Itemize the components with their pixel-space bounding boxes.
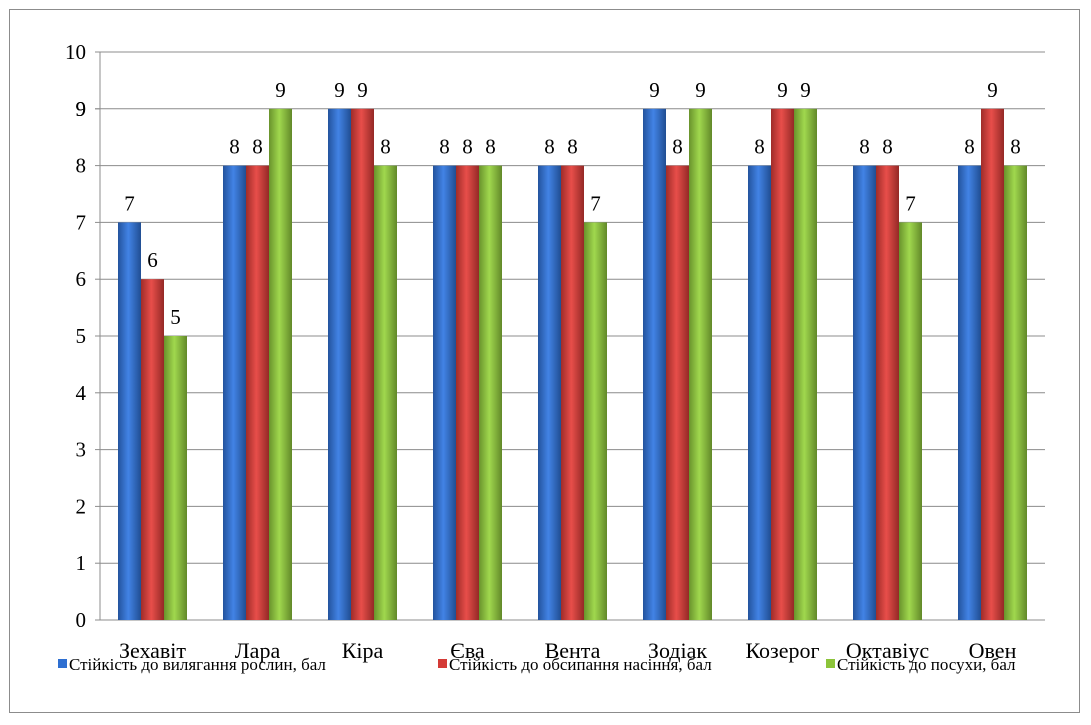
bar-1-8 <box>853 165 876 620</box>
y-tick-label: 0 <box>76 608 87 632</box>
legend-swatch <box>58 659 67 668</box>
category-label: Лара <box>235 638 281 663</box>
bar-2-5 <box>561 165 584 620</box>
legend-label: Стійкість до обсипання насіння, бал <box>449 655 712 674</box>
bar-3-6 <box>689 108 712 621</box>
bar-1-9 <box>958 165 981 620</box>
y-tick-label: 2 <box>76 494 87 518</box>
y-tick-label: 9 <box>76 97 87 121</box>
bar-3-5 <box>584 222 607 620</box>
legend-swatch <box>438 659 447 668</box>
data-label: 8 <box>859 135 870 159</box>
bar-2-1 <box>141 279 164 620</box>
category-label: Овен <box>969 638 1017 663</box>
data-label: 9 <box>357 78 368 102</box>
data-label: 8 <box>252 135 263 159</box>
data-label: 6 <box>147 248 158 272</box>
bar-3-3 <box>374 165 397 620</box>
category-label: Єва <box>450 638 485 663</box>
data-label: 8 <box>1010 135 1021 159</box>
data-label: 8 <box>380 135 391 159</box>
bar-2-6 <box>666 165 689 620</box>
data-label: 7 <box>124 191 135 215</box>
bar-3-7 <box>794 108 817 621</box>
bar-3-2 <box>269 108 292 621</box>
y-tick-label: 7 <box>76 210 87 234</box>
bar-3-8 <box>899 222 922 620</box>
y-tick-label: 4 <box>76 381 87 405</box>
data-label: 8 <box>672 135 683 159</box>
bar-1-6 <box>643 108 666 621</box>
data-label: 8 <box>567 135 578 159</box>
category-label: Зодіак <box>648 638 707 663</box>
bar-1-4 <box>433 165 456 620</box>
bar-1-2 <box>223 165 246 620</box>
y-tick-label: 1 <box>76 551 87 575</box>
data-label: 9 <box>800 78 811 102</box>
bar-2-3 <box>351 108 374 621</box>
category-label: Козерог <box>745 638 819 663</box>
bar-1-5 <box>538 165 561 620</box>
data-label: 8 <box>229 135 240 159</box>
bar-3-9 <box>1004 165 1027 620</box>
category-label: Кіра <box>342 638 384 663</box>
data-label: 8 <box>882 135 893 159</box>
bar-2-2 <box>246 165 269 620</box>
bar-3-4 <box>479 165 502 620</box>
y-tick-label: 9 <box>76 97 87 121</box>
y-tick-label: 3 <box>76 438 87 462</box>
legend-label: Стійкість до вилягання рослин, бал <box>69 655 326 674</box>
data-label: 8 <box>964 135 975 159</box>
legend-swatch <box>826 659 835 668</box>
y-tick-label: 5 <box>76 324 87 348</box>
legend-label: Стійкість до посухи, бал <box>837 655 1016 674</box>
data-label: 9 <box>334 78 345 102</box>
data-label: 8 <box>462 135 473 159</box>
y-tick-label: 10 <box>65 40 86 64</box>
data-label: 9 <box>275 78 286 102</box>
bar-3-1 <box>164 336 187 620</box>
data-label: 8 <box>439 135 450 159</box>
data-label: 9 <box>987 78 998 102</box>
data-label: 7 <box>905 191 916 215</box>
category-label: Вента <box>545 638 601 663</box>
bar-2-9 <box>981 108 1004 621</box>
category-label: Октавіус <box>846 638 929 663</box>
data-label: 9 <box>649 78 660 102</box>
y-tick-label: 6 <box>76 267 87 291</box>
bar-1-3 <box>328 108 351 621</box>
data-label: 9 <box>695 78 706 102</box>
bar-1-7 <box>748 165 771 620</box>
data-label: 8 <box>485 135 496 159</box>
bar-1-1 <box>118 222 141 620</box>
bar-2-4 <box>456 165 479 620</box>
bar-2-8 <box>876 165 899 620</box>
data-label: 8 <box>544 135 555 159</box>
data-label: 9 <box>777 78 788 102</box>
category-label: Зехавіт <box>119 638 186 663</box>
data-label: 7 <box>590 191 601 215</box>
bar-2-7 <box>771 108 794 621</box>
data-label: 8 <box>754 135 765 159</box>
y-tick-label: 8 <box>76 154 87 178</box>
data-label: 5 <box>170 305 181 329</box>
